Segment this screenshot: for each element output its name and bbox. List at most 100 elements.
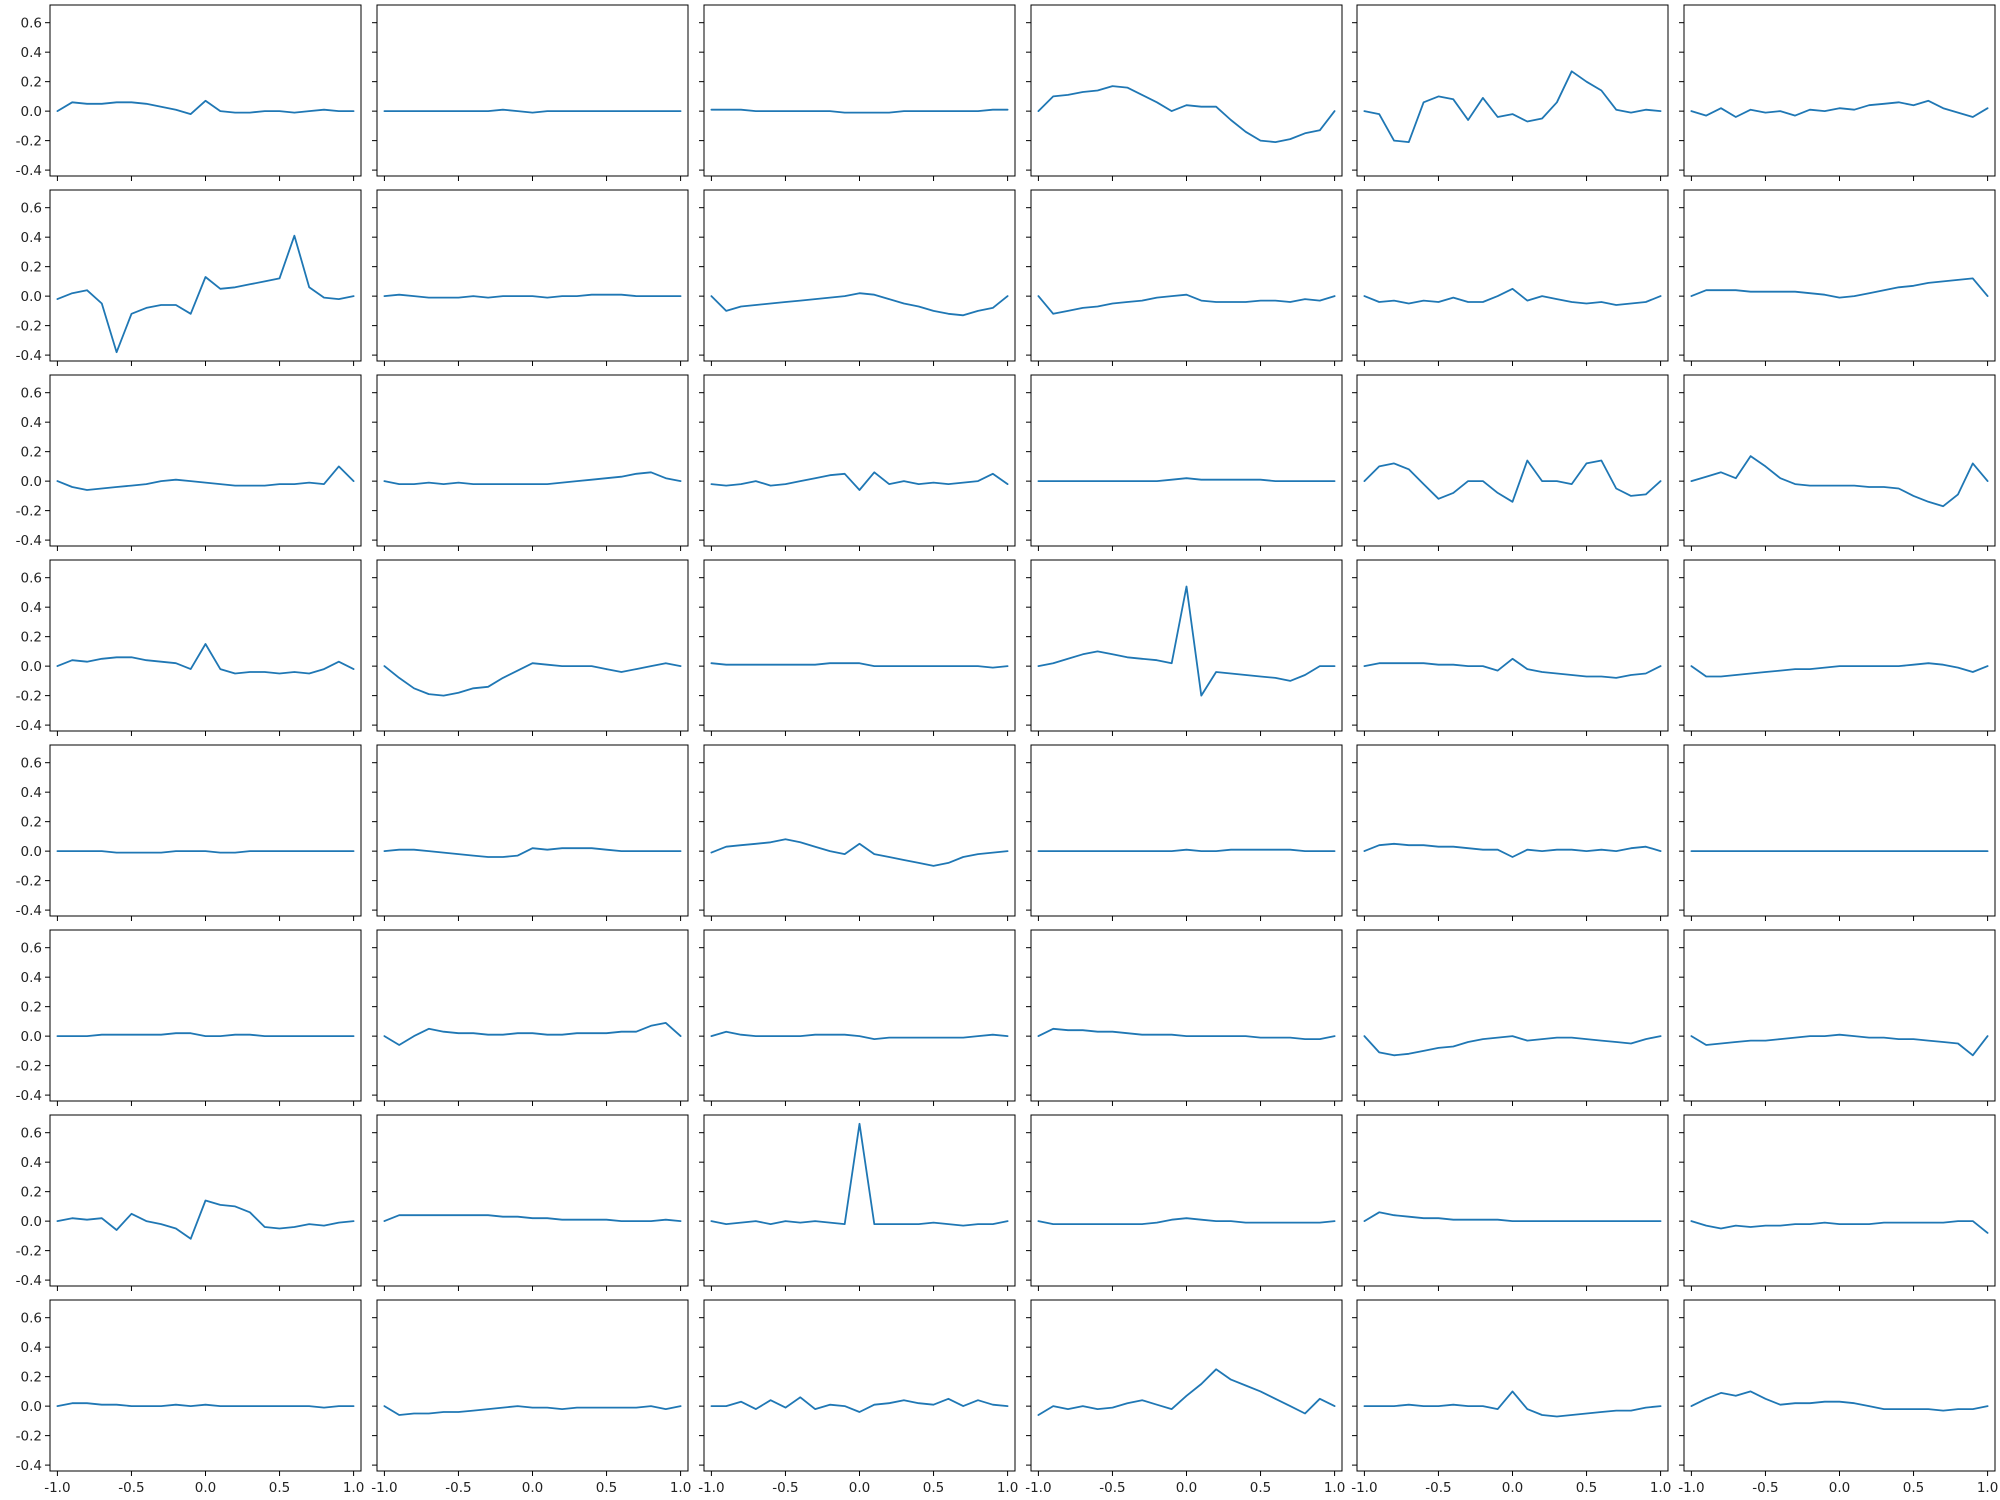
y-tick-label: 0.0 bbox=[21, 844, 42, 860]
x-tick-label: 1.0 bbox=[1977, 1480, 1998, 1496]
x-tick-label: 1.0 bbox=[343, 1480, 364, 1496]
subplot-r7-c1: -0.4 -0.2 0.0 0.2 0.4 0.6 bbox=[16, 1114, 362, 1291]
x-tick-label: -1.0 bbox=[1351, 1480, 1377, 1496]
y-tick-label: -0.4 bbox=[16, 533, 42, 549]
subplot-r1-c3 bbox=[699, 4, 1016, 181]
subplot-r8-c3: -1.0 -0.5 0.0 0.5 1.0 bbox=[698, 1299, 1018, 1496]
series-line bbox=[1690, 277, 1989, 299]
y-tick-label: 0.6 bbox=[21, 386, 42, 402]
series-line bbox=[383, 1405, 682, 1416]
x-tick-label: 0.5 bbox=[1903, 1480, 1924, 1496]
subplot-r4-c1: -0.4 -0.2 0.0 0.2 0.4 0.6 bbox=[16, 559, 362, 736]
subplot-r8-c5: -1.0 -0.5 0.0 0.5 1.0 bbox=[1351, 1299, 1671, 1496]
axes-frame bbox=[376, 744, 689, 917]
series-line bbox=[710, 471, 1009, 491]
x-tick-label: 0.5 bbox=[269, 1480, 290, 1496]
y-tick-label: -0.4 bbox=[16, 1088, 42, 1104]
y-tick-label: 0.0 bbox=[21, 1029, 42, 1045]
axes-frame bbox=[49, 374, 362, 547]
axes-frame bbox=[49, 1299, 362, 1472]
series-line bbox=[383, 471, 682, 486]
subplot-r6-c6 bbox=[1679, 929, 1996, 1106]
y-tick-label: 0.4 bbox=[21, 1340, 42, 1356]
axes-frame bbox=[1683, 4, 1996, 177]
series-line bbox=[1363, 842, 1662, 858]
subplot-r3-c2 bbox=[372, 374, 689, 551]
axes-frame bbox=[1683, 1299, 1996, 1472]
series-line bbox=[1037, 477, 1336, 483]
y-tick-label: -0.4 bbox=[16, 903, 42, 919]
axes-frame bbox=[376, 4, 689, 177]
axes-frame bbox=[1683, 744, 1996, 917]
series-line bbox=[383, 662, 682, 697]
series-line bbox=[710, 662, 1009, 669]
series-line bbox=[710, 1030, 1009, 1040]
series-line bbox=[1363, 459, 1662, 503]
series-line bbox=[1037, 1368, 1336, 1416]
y-tick-label: 0.2 bbox=[21, 260, 42, 276]
subplot-r4-c6 bbox=[1679, 559, 1996, 736]
axes-frame bbox=[703, 1299, 1016, 1472]
series-line bbox=[1363, 1211, 1662, 1222]
x-tick-label: -0.5 bbox=[445, 1480, 471, 1496]
y-tick-label: 0.2 bbox=[21, 1370, 42, 1386]
axes-frame bbox=[1356, 189, 1669, 362]
y-tick-label: -0.2 bbox=[16, 504, 42, 520]
series-line bbox=[1363, 1390, 1662, 1418]
x-tick-label: -1.0 bbox=[44, 1480, 70, 1496]
series-line bbox=[710, 108, 1009, 114]
subplot-r8-c1: -1.0 -0.5 0.0 0.5 1.0 -0.4 -0.2 0.0 0.2 0.4 0.6 bbox=[16, 1299, 364, 1496]
x-tick-label: 0.0 bbox=[1176, 1480, 1197, 1496]
series-line bbox=[1363, 287, 1662, 306]
y-tick-label: 0.0 bbox=[21, 1399, 42, 1415]
y-tick-label: -0.2 bbox=[16, 874, 42, 890]
subplot-r7-c5 bbox=[1352, 1114, 1669, 1291]
subplot-r7-c2 bbox=[372, 1114, 689, 1291]
axes-frame bbox=[703, 4, 1016, 177]
y-tick-label: -0.2 bbox=[16, 1059, 42, 1075]
axes-frame bbox=[1356, 559, 1669, 732]
subplot-r8-c2: -1.0 -0.5 0.0 0.5 1.0 bbox=[371, 1299, 691, 1496]
series-line bbox=[1363, 657, 1662, 679]
y-tick-label: -0.4 bbox=[16, 718, 42, 734]
axes-frame bbox=[49, 744, 362, 917]
axes-frame bbox=[376, 1114, 689, 1287]
subplot-r6-c3 bbox=[699, 929, 1016, 1106]
series-line bbox=[710, 292, 1009, 317]
x-tick-label: 0.0 bbox=[1829, 1480, 1850, 1496]
axes-frame bbox=[703, 189, 1016, 362]
subplot-r5-c6 bbox=[1679, 744, 1996, 921]
y-tick-label: 0.6 bbox=[21, 756, 42, 772]
y-tick-label: 0.6 bbox=[21, 201, 42, 217]
y-tick-label: -0.4 bbox=[16, 1273, 42, 1289]
y-tick-label: 0.0 bbox=[21, 659, 42, 675]
y-tick-label: 0.4 bbox=[21, 1155, 42, 1171]
series-line bbox=[1037, 1027, 1336, 1040]
axes-frame bbox=[49, 929, 362, 1102]
subplot-r1-c2 bbox=[372, 4, 689, 181]
subplot-r1-c4 bbox=[1026, 4, 1343, 181]
subplot-r5-c3 bbox=[699, 744, 1016, 921]
series-line bbox=[56, 1199, 355, 1240]
y-tick-label: 0.6 bbox=[21, 16, 42, 32]
subplot-r2-c3 bbox=[699, 189, 1016, 366]
x-tick-label: 0.0 bbox=[849, 1480, 870, 1496]
series-line bbox=[56, 99, 355, 115]
subplot-r7-c3 bbox=[699, 1114, 1016, 1291]
axes-frame bbox=[1030, 1299, 1343, 1472]
series-line bbox=[1690, 1033, 1989, 1057]
y-tick-label: 0.6 bbox=[21, 941, 42, 957]
y-tick-label: -0.2 bbox=[16, 1429, 42, 1445]
subplot-r7-c4 bbox=[1026, 1114, 1343, 1291]
subplot-r5-c5 bbox=[1352, 744, 1669, 921]
axes-frame bbox=[1030, 1114, 1343, 1287]
axes-frame bbox=[703, 1114, 1016, 1287]
y-tick-label: -0.2 bbox=[16, 134, 42, 150]
subplot-r3-c3 bbox=[699, 374, 1016, 551]
axes-frame bbox=[703, 374, 1016, 547]
series-line bbox=[383, 1214, 682, 1222]
y-tick-label: 0.6 bbox=[21, 571, 42, 587]
y-tick-label: 0.6 bbox=[21, 1311, 42, 1327]
series-line bbox=[1690, 1220, 1989, 1234]
subplot-r2-c1: -0.4 -0.2 0.0 0.2 0.4 0.6 bbox=[16, 189, 362, 366]
